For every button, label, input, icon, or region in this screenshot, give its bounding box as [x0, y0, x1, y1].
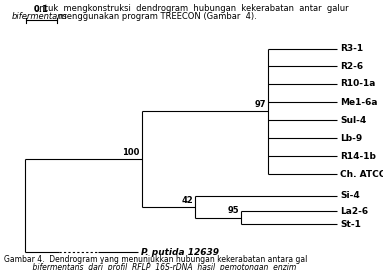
Text: 97: 97 [255, 100, 266, 109]
Text: R3-1: R3-1 [340, 44, 363, 53]
Text: R10-1a: R10-1a [340, 79, 375, 88]
Text: 100: 100 [123, 148, 140, 157]
Text: R14-1b: R14-1b [340, 151, 376, 161]
Text: Si-4: Si-4 [340, 191, 360, 200]
Text: bifermentans  dari  profil  RFLP  16S-rDNA  hasil  pemotongan  enzim: bifermentans dari profil RFLP 16S-rDNA h… [4, 263, 296, 270]
Text: 95: 95 [228, 207, 239, 215]
Text: menggunakan program TREECON (Gambar  4).: menggunakan program TREECON (Gambar 4). [56, 12, 256, 21]
Text: Lb-9: Lb-9 [340, 134, 362, 143]
Text: Me1-6a: Me1-6a [340, 97, 378, 107]
Text: Sul-4: Sul-4 [340, 116, 367, 125]
Text: R2-6: R2-6 [340, 62, 363, 71]
Text: P. putida 12639: P. putida 12639 [141, 248, 219, 257]
Text: Ch. ATCC638: Ch. ATCC638 [340, 170, 383, 179]
Text: 0.1: 0.1 [34, 5, 49, 14]
Text: untuk  mengkonstruksi  dendrogram  hubungan  kekerabatan  antar  galur: untuk mengkonstruksi dendrogram hubungan… [34, 4, 349, 13]
Text: 42: 42 [182, 195, 193, 205]
Text: La2-6: La2-6 [340, 207, 368, 216]
Text: Gambar 4.  Dendrogram yang menunjukkan hubungan kekerabatan antara gal: Gambar 4. Dendrogram yang menunjukkan hu… [4, 255, 307, 264]
Text: St-1: St-1 [340, 220, 361, 229]
Text: bifermentans: bifermentans [11, 12, 67, 21]
